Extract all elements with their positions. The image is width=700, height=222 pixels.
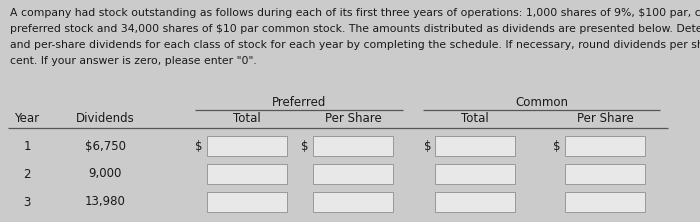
Text: 1: 1	[23, 139, 31, 153]
Text: 3: 3	[23, 196, 31, 208]
Text: Common: Common	[515, 96, 568, 109]
Text: $: $	[195, 139, 203, 153]
Text: Per Share: Per Share	[577, 112, 634, 125]
Text: Preferred: Preferred	[272, 96, 326, 109]
Text: cent. If your answer is zero, please enter "0".: cent. If your answer is zero, please ent…	[10, 56, 257, 66]
Text: $: $	[302, 139, 309, 153]
Text: $6,750: $6,750	[85, 139, 125, 153]
Text: A company had stock outstanding as follows during each of its first three years : A company had stock outstanding as follo…	[10, 8, 700, 18]
Text: and per-share dividends for each class of stock for each year by completing the : and per-share dividends for each class o…	[10, 40, 700, 50]
Text: preferred stock and 34,000 shares of $10 par common stock. The amounts distribut: preferred stock and 34,000 shares of $10…	[10, 24, 700, 34]
Text: 9,000: 9,000	[88, 168, 122, 180]
Text: Total: Total	[461, 112, 489, 125]
Text: $: $	[424, 139, 431, 153]
Text: Per Share: Per Share	[325, 112, 382, 125]
Text: Year: Year	[15, 112, 40, 125]
Text: Dividends: Dividends	[76, 112, 134, 125]
Text: 13,980: 13,980	[85, 196, 125, 208]
Text: Total: Total	[233, 112, 261, 125]
Text: $: $	[554, 139, 561, 153]
Text: 2: 2	[23, 168, 31, 180]
